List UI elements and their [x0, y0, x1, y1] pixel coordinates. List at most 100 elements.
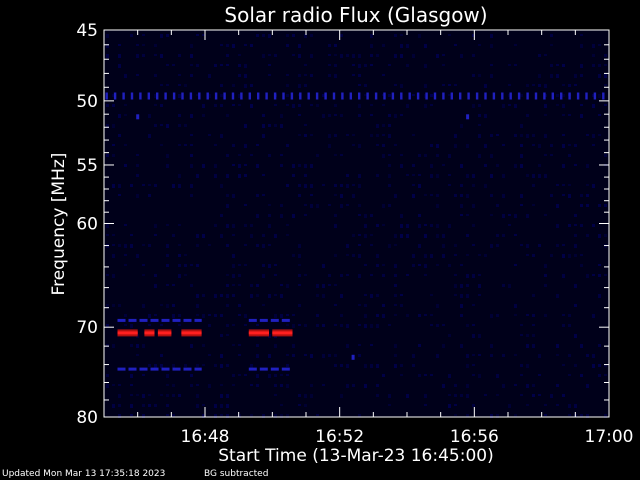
noise-speck [178, 394, 181, 397]
noise-speck [370, 234, 373, 236]
noise-speck [238, 94, 241, 98]
noise-speck [526, 314, 529, 316]
weak-burst-segment [183, 367, 192, 371]
noise-speck [160, 304, 163, 306]
noise-speck [562, 194, 565, 196]
noise-speck [556, 104, 559, 106]
noise-speck [556, 354, 559, 356]
y-tick-label: 60 [76, 215, 98, 235]
noise-speck [472, 224, 475, 227]
noise-speck [508, 284, 511, 288]
noise-speck [472, 324, 475, 326]
noise-speck [364, 364, 367, 368]
noise-speck [178, 94, 181, 98]
noise-speck [514, 304, 517, 308]
noise-speck [424, 404, 427, 406]
noise-speck [208, 244, 211, 246]
noise-speck [502, 384, 505, 388]
noise-speck [292, 254, 295, 257]
noise-speck [604, 364, 607, 367]
noise-speck [328, 354, 331, 357]
noise-speck [592, 54, 595, 57]
noise-speck [166, 384, 169, 386]
noise-speck [286, 144, 289, 147]
noise-speck [604, 74, 607, 78]
noise-speck [592, 224, 595, 227]
noise-speck [214, 164, 217, 168]
noise-speck [268, 374, 271, 378]
noise-speck [154, 74, 157, 77]
noise-speck [592, 364, 595, 368]
noise-speck [478, 334, 481, 338]
noise-speck [226, 294, 229, 298]
weak-burst-segment [161, 367, 170, 371]
noise-speck [436, 354, 439, 358]
noise-speck [394, 364, 397, 368]
strong-burst [117, 331, 138, 335]
band-burst-mark [534, 92, 538, 100]
noise-speck [478, 354, 481, 356]
x-tick-label: 17:00 [585, 427, 634, 447]
noise-speck [256, 374, 259, 378]
noise-speck [448, 94, 451, 96]
noise-speck [232, 104, 235, 106]
noise-speck [460, 194, 463, 197]
noise-speck [268, 54, 271, 56]
noise-speck [118, 194, 121, 196]
noise-speck [562, 274, 565, 278]
noise-speck [178, 274, 181, 278]
noise-speck [250, 234, 253, 238]
noise-speck [298, 44, 301, 48]
noise-speck [502, 234, 505, 237]
noise-speck [286, 374, 289, 376]
noise-speck [466, 194, 469, 198]
noise-speck [400, 84, 403, 88]
noise-speck [538, 354, 541, 358]
noise-speck [268, 204, 271, 206]
noise-speck [556, 244, 559, 247]
noise-speck [328, 134, 331, 138]
band-burst-mark [290, 92, 294, 100]
noise-speck [304, 124, 307, 126]
noise-speck [466, 274, 469, 278]
noise-speck [334, 354, 337, 357]
weak-burst [117, 367, 202, 371]
noise-speck [508, 84, 511, 86]
noise-speck [226, 284, 229, 287]
noise-speck [112, 104, 115, 107]
noise-speck [334, 194, 337, 196]
noise-speck [148, 184, 151, 186]
noise-speck [310, 164, 313, 168]
noise-speck [166, 154, 169, 158]
band-burst-mark [509, 92, 512, 100]
noise-speck [436, 304, 439, 308]
noise-speck [436, 194, 439, 197]
noise-speck [196, 174, 199, 178]
noise-speck [556, 344, 559, 348]
noise-speck [448, 404, 451, 408]
noise-speck [442, 164, 445, 166]
band-burst-mark [282, 92, 285, 100]
noise-speck [364, 314, 367, 318]
noise-speck [256, 354, 259, 358]
noise-speck [604, 234, 607, 237]
noise-speck [556, 94, 559, 97]
noise-speck [148, 134, 151, 138]
noise-speck [430, 294, 433, 296]
noise-speck [370, 114, 373, 116]
noise-speck [382, 74, 385, 76]
noise-speck [262, 264, 265, 267]
noise-speck [118, 184, 121, 188]
noise-speck [298, 194, 301, 197]
noise-speck [190, 74, 193, 77]
noise-speck [550, 394, 553, 398]
noise-speck [238, 274, 241, 277]
band-burst-mark [459, 92, 462, 100]
weak-burst-segment [117, 367, 126, 371]
noise-speck [544, 214, 547, 216]
noise-speck [238, 174, 241, 178]
noise-speck [106, 124, 109, 128]
burst-point [466, 114, 470, 120]
noise-speck [118, 44, 121, 46]
noise-speck [508, 214, 511, 216]
